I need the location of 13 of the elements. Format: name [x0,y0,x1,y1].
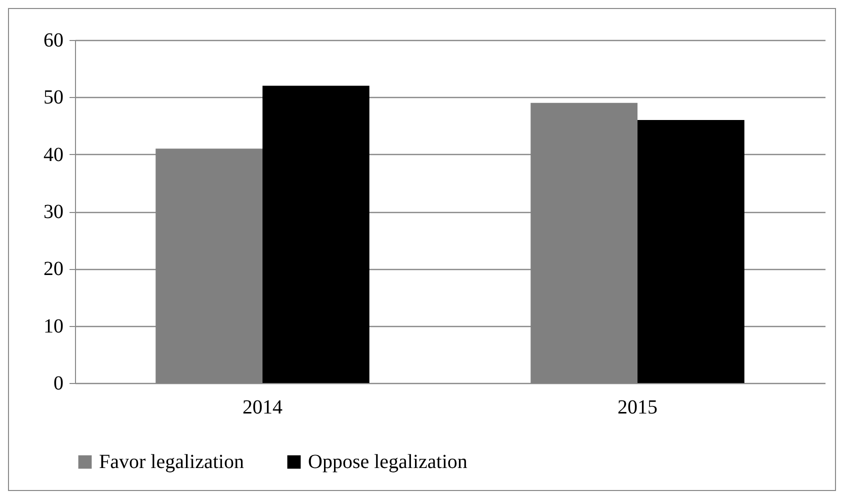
x-tick-label: 2015 [618,396,658,418]
y-tick-label: 40 [44,144,64,166]
y-tick-label: 20 [44,258,64,280]
x-tick-label: 2014 [242,396,282,418]
y-tick-label: 30 [44,201,64,223]
legend-label: Favor legalization [99,451,244,473]
bar [262,86,370,383]
y-tick-label: 60 [44,30,64,52]
y-tick-label: 50 [44,86,64,109]
legend-label: Oppose legalization [308,451,468,473]
y-tick-label: 10 [44,315,64,338]
y-tick-label: 0 [54,372,64,394]
bar [638,120,744,383]
